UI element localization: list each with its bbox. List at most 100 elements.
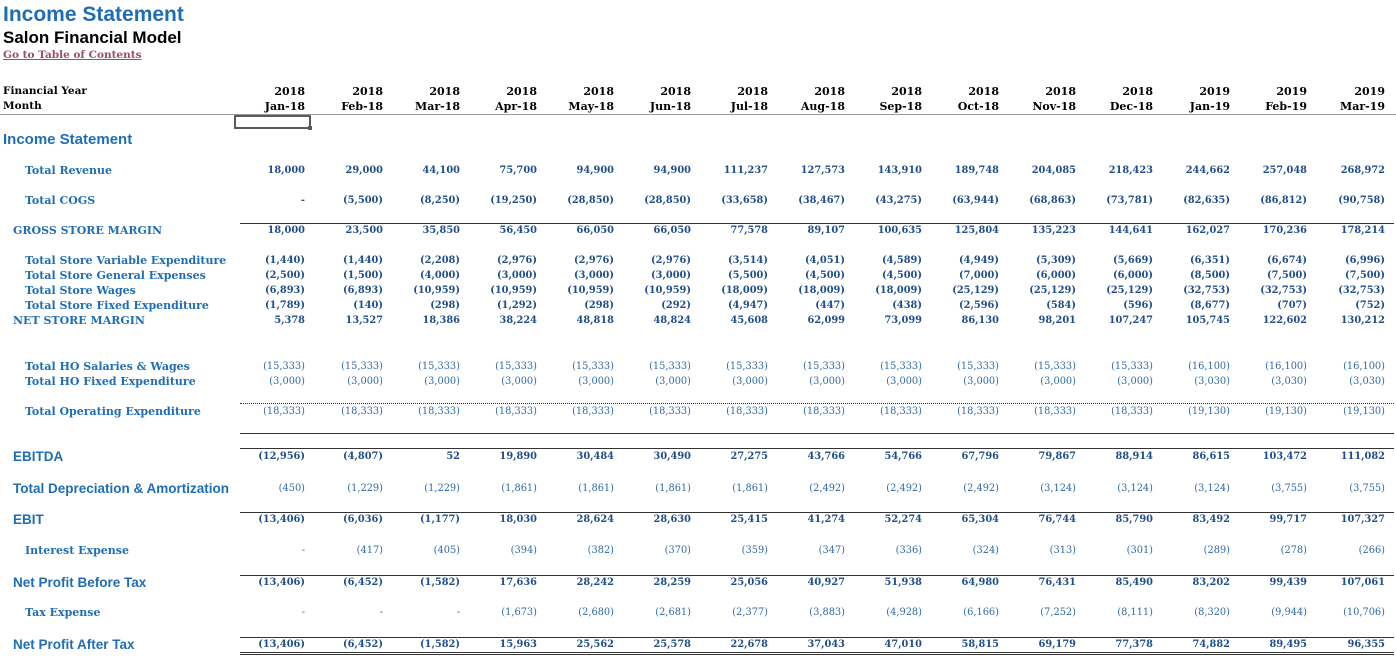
value-cell[interactable]: (1,861) bbox=[732, 483, 768, 494]
value-cell[interactable]: 257,048 bbox=[1262, 165, 1307, 176]
value-cell[interactable]: 28,242 bbox=[576, 577, 615, 588]
value-cell[interactable]: (2,492) bbox=[886, 483, 922, 494]
value-cell[interactable]: 107,247 bbox=[1108, 315, 1153, 326]
value-cell[interactable]: (18,009) bbox=[721, 285, 768, 296]
value-cell[interactable]: 54,766 bbox=[884, 451, 923, 462]
value-cell[interactable]: (301) bbox=[1126, 545, 1153, 556]
value-cell[interactable]: (18,333) bbox=[263, 406, 305, 417]
selected-cell[interactable] bbox=[234, 115, 312, 130]
value-cell[interactable]: 130,212 bbox=[1340, 315, 1385, 326]
value-cell[interactable]: 85,490 bbox=[1115, 577, 1154, 588]
value-cell[interactable]: (3,755) bbox=[1349, 483, 1385, 494]
value-cell[interactable]: (16,100) bbox=[1343, 361, 1385, 372]
value-cell[interactable]: (73,781) bbox=[1106, 195, 1153, 206]
value-cell[interactable]: (43,275) bbox=[875, 195, 922, 206]
value-cell[interactable]: 19,890 bbox=[499, 451, 538, 462]
value-cell[interactable]: (6,674) bbox=[1267, 255, 1307, 266]
value-cell[interactable]: (324) bbox=[972, 545, 999, 556]
value-cell[interactable]: (298) bbox=[584, 300, 614, 311]
value-cell[interactable]: 107,327 bbox=[1340, 514, 1385, 525]
value-cell[interactable]: 86,130 bbox=[961, 315, 1000, 326]
value-cell[interactable]: 38,224 bbox=[499, 315, 538, 326]
value-cell[interactable]: (90,758) bbox=[1338, 195, 1385, 206]
value-cell[interactable]: (5,500) bbox=[728, 270, 768, 281]
value-cell[interactable]: 51,938 bbox=[884, 577, 923, 588]
value-cell[interactable]: (1,292) bbox=[497, 300, 537, 311]
value-cell[interactable]: (313) bbox=[1049, 545, 1076, 556]
value-cell[interactable]: (18,333) bbox=[495, 406, 537, 417]
value-cell[interactable]: (5,669) bbox=[1113, 255, 1153, 266]
value-cell[interactable]: 125,804 bbox=[954, 225, 999, 236]
value-cell[interactable]: - bbox=[301, 545, 305, 556]
value-cell[interactable]: 30,490 bbox=[653, 451, 692, 462]
value-cell[interactable]: 83,202 bbox=[1192, 577, 1231, 588]
value-cell[interactable]: (336) bbox=[895, 545, 922, 556]
value-cell[interactable]: (584) bbox=[1046, 300, 1076, 311]
value-cell[interactable]: (6,000) bbox=[1113, 270, 1153, 281]
value-cell[interactable]: (3,124) bbox=[1040, 483, 1076, 494]
value-cell[interactable]: (8,677) bbox=[1190, 300, 1230, 311]
value-cell[interactable]: - bbox=[379, 607, 383, 618]
value-cell[interactable]: (4,500) bbox=[805, 270, 845, 281]
value-cell[interactable]: 48,818 bbox=[576, 315, 615, 326]
value-cell[interactable]: (266) bbox=[1358, 545, 1385, 556]
value-cell[interactable]: (1,229) bbox=[424, 483, 460, 494]
value-cell[interactable]: (15,333) bbox=[649, 361, 691, 372]
value-cell[interactable]: 64,980 bbox=[961, 577, 1000, 588]
value-cell[interactable]: (63,944) bbox=[952, 195, 999, 206]
value-cell[interactable]: (3,030) bbox=[1194, 376, 1230, 387]
value-cell[interactable]: 25,562 bbox=[576, 639, 615, 650]
value-cell[interactable]: 56,450 bbox=[499, 225, 538, 236]
value-cell[interactable]: (15,333) bbox=[263, 361, 305, 372]
value-cell[interactable]: (6,893) bbox=[265, 285, 305, 296]
value-cell[interactable]: 89,495 bbox=[1269, 639, 1308, 650]
value-cell[interactable]: (8,250) bbox=[420, 195, 460, 206]
value-cell[interactable]: (7,000) bbox=[959, 270, 999, 281]
value-cell[interactable]: 22,678 bbox=[730, 639, 769, 650]
value-cell[interactable]: 122,602 bbox=[1262, 315, 1307, 326]
value-cell[interactable]: (15,333) bbox=[572, 361, 614, 372]
value-cell[interactable]: (25,129) bbox=[1106, 285, 1153, 296]
value-cell[interactable]: 52,274 bbox=[884, 514, 923, 525]
value-cell[interactable]: 28,259 bbox=[653, 577, 692, 588]
value-cell[interactable]: (13,406) bbox=[258, 577, 305, 588]
value-cell[interactable]: (3,124) bbox=[1117, 483, 1153, 494]
value-cell[interactable]: (3,000) bbox=[655, 376, 691, 387]
value-cell[interactable]: (7,252) bbox=[1040, 607, 1076, 618]
value-cell[interactable]: (32,753) bbox=[1183, 285, 1230, 296]
value-cell[interactable]: 69,179 bbox=[1038, 639, 1077, 650]
value-cell[interactable]: (3,000) bbox=[886, 376, 922, 387]
value-cell[interactable]: 76,431 bbox=[1038, 577, 1077, 588]
value-cell[interactable]: 18,030 bbox=[499, 514, 538, 525]
value-cell[interactable]: (1,582) bbox=[420, 577, 460, 588]
value-cell[interactable]: (10,959) bbox=[567, 285, 614, 296]
value-cell[interactable]: (3,000) bbox=[809, 376, 845, 387]
value-cell[interactable]: 103,472 bbox=[1262, 451, 1307, 462]
value-cell[interactable]: 218,423 bbox=[1108, 165, 1153, 176]
value-cell[interactable]: (1,440) bbox=[265, 255, 305, 266]
value-cell[interactable]: 204,085 bbox=[1031, 165, 1076, 176]
value-cell[interactable]: (9,944) bbox=[1271, 607, 1307, 618]
value-cell[interactable]: (68,863) bbox=[1029, 195, 1076, 206]
value-cell[interactable]: (405) bbox=[433, 545, 460, 556]
value-cell[interactable]: (25,129) bbox=[952, 285, 999, 296]
value-cell[interactable]: (3,000) bbox=[1117, 376, 1153, 387]
value-cell[interactable]: 15,963 bbox=[499, 639, 538, 650]
value-cell[interactable]: (8,500) bbox=[1190, 270, 1230, 281]
value-cell[interactable]: (1,789) bbox=[265, 300, 305, 311]
value-cell[interactable]: 77,378 bbox=[1115, 639, 1154, 650]
value-cell[interactable]: (7,500) bbox=[1267, 270, 1307, 281]
value-cell[interactable]: (12,956) bbox=[258, 451, 305, 462]
value-cell[interactable]: (1,861) bbox=[655, 483, 691, 494]
value-cell[interactable]: (5,309) bbox=[1036, 255, 1076, 266]
value-cell[interactable]: (4,947) bbox=[728, 300, 768, 311]
value-cell[interactable]: 62,099 bbox=[807, 315, 846, 326]
value-cell[interactable]: (18,333) bbox=[418, 406, 460, 417]
value-cell[interactable]: (86,812) bbox=[1260, 195, 1307, 206]
value-cell[interactable]: (370) bbox=[664, 545, 691, 556]
value-cell[interactable]: (359) bbox=[741, 545, 768, 556]
value-cell[interactable]: 66,050 bbox=[576, 225, 615, 236]
value-cell[interactable]: 48,824 bbox=[653, 315, 692, 326]
value-cell[interactable]: (18,009) bbox=[875, 285, 922, 296]
value-cell[interactable]: 45,608 bbox=[730, 315, 769, 326]
